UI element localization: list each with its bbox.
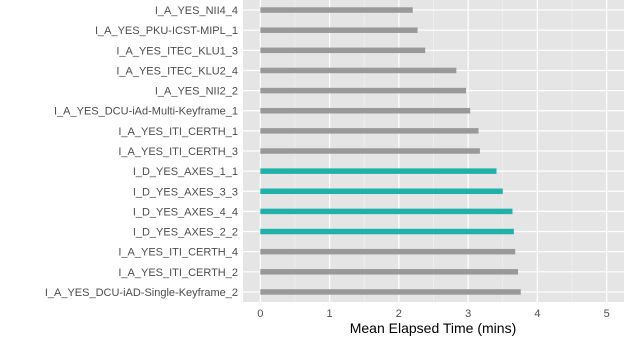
y-tick-label: I_A_YES_NII2_2: [155, 86, 238, 98]
y-tick-label: I_D_YES_AXES_3_3: [133, 186, 238, 198]
x-tick-labels: 0 1 2 3 4 5: [257, 308, 609, 320]
bar: [260, 148, 480, 154]
bars: [260, 7, 521, 295]
bar: [260, 67, 457, 74]
bar: [260, 47, 426, 54]
bar: [260, 289, 521, 295]
y-tick-label: I_A_YES_ITI_CERTH_4: [118, 247, 238, 259]
x-tick-label: 3: [465, 308, 471, 320]
bar: [260, 87, 467, 94]
y-tick-label: I_D_YES_AXES_1_1: [133, 166, 238, 178]
bar: [260, 168, 497, 174]
bar: [260, 188, 503, 195]
x-tick-label: 5: [604, 308, 610, 320]
y-tick-labels: I_A_YES_DCU-iAD-Single-Keyframe_2 I_A_YES…: [45, 5, 238, 299]
bar: [260, 128, 479, 134]
y-tick-label: I_A_YES_DCU-iAd-Multi-Keyframe_1: [54, 106, 238, 118]
y-tick-label: I_A_YES_ITEC_KLU2_4: [116, 65, 238, 77]
bar: [260, 107, 471, 114]
y-tick-label: I_A_YES_ITI_CERTH_2: [118, 267, 238, 279]
x-tick-label: 4: [534, 308, 540, 320]
bar: [260, 27, 418, 33]
bar: [260, 269, 519, 275]
x-tick-label: 1: [327, 308, 333, 320]
x-tick-label: 0: [257, 308, 263, 320]
y-tick-label: I_A_YES_NII4_4: [155, 5, 238, 17]
y-tick-label: I_D_YES_AXES_4_4: [133, 206, 238, 218]
y-tick-label: I_A_YES_PKU-ICST-MIPL_1: [95, 25, 238, 37]
y-tick-label: I_A_YES_DCU-iAD-Single-Keyframe_2: [45, 287, 238, 299]
bar: [260, 208, 513, 215]
bar: [260, 7, 413, 13]
bar: [260, 248, 516, 255]
y-tick-label: I_A_YES_ITI_CERTH_3: [118, 146, 238, 158]
bar: [260, 228, 514, 235]
y-tick-label: I_A_YES_ITEC_KLU1_3: [116, 45, 238, 57]
y-tick-label: I_A_YES_ITI_CERTH_1: [118, 126, 238, 138]
x-tick-label: 2: [396, 308, 402, 320]
x-axis-title: Mean Elapsed Time (mins): [350, 320, 517, 336]
y-tick-label: I_D_YES_AXES_2_2: [133, 227, 238, 239]
